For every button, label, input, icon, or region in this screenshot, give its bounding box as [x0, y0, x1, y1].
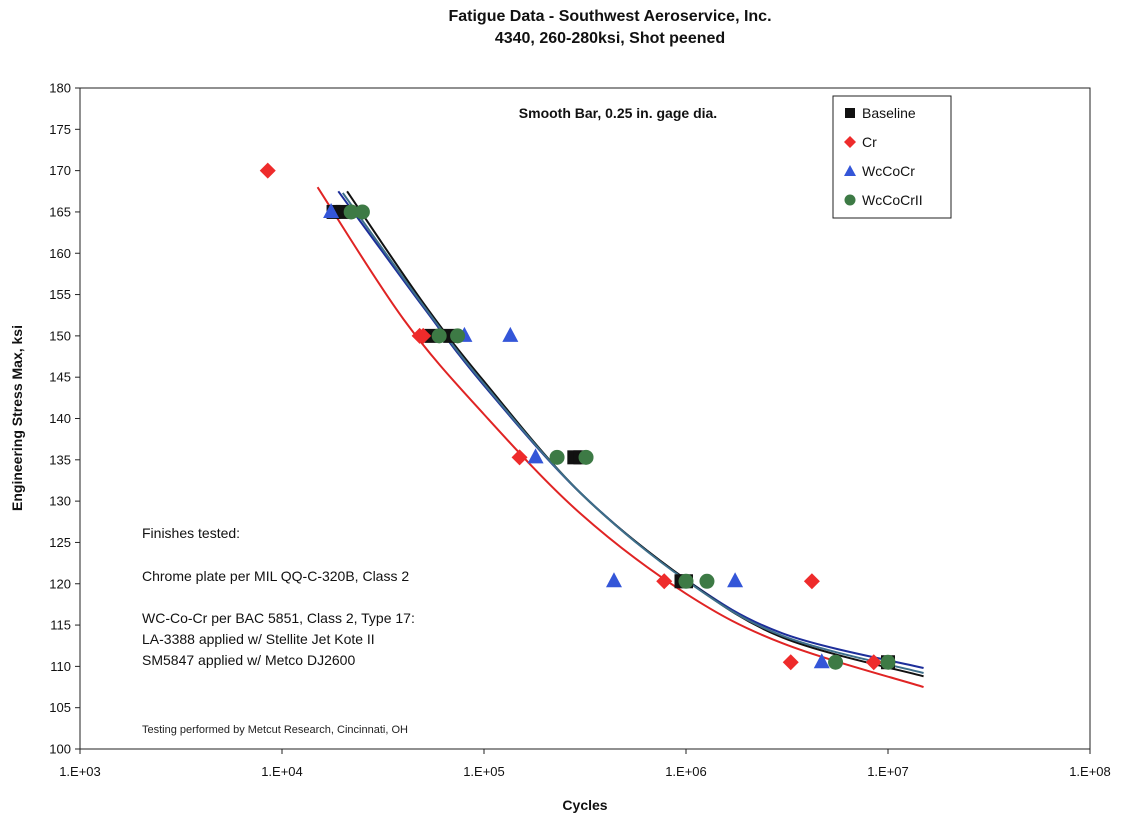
- data-point-wccocrii: [431, 328, 447, 344]
- trendline: [341, 192, 924, 674]
- legend-label: Baseline: [862, 105, 916, 121]
- data-point-cr: [865, 654, 882, 671]
- y-tick-label: 105: [49, 700, 71, 715]
- finish-line: WC-Co-Cr per BAC 5851, Class 2, Type 17:: [142, 610, 415, 626]
- data-point-wccocrii: [880, 654, 896, 670]
- x-tick-label: 1.E+06: [665, 764, 707, 779]
- legend-marker: [844, 165, 856, 176]
- legend-marker: [845, 108, 855, 118]
- x-tick-label: 1.E+05: [463, 764, 505, 779]
- data-points: [259, 162, 896, 671]
- y-tick-label: 175: [49, 122, 71, 137]
- legend-label: Cr: [862, 134, 877, 150]
- finish-line: Chrome plate per MIL QQ-C-320B, Class 2: [142, 568, 409, 584]
- y-axis-ticks: 100 105 110 115 120 125 130 135 140 145 150 155 160 1…: [49, 81, 80, 757]
- y-tick-label: 150: [49, 328, 71, 343]
- data-point-wccocr: [813, 653, 830, 669]
- data-point-wccocr: [527, 448, 544, 464]
- y-tick-label: 170: [49, 163, 71, 178]
- data-point-cr: [511, 449, 528, 466]
- finish-line: LA-3388 applied w/ Stellite Jet Kote II: [142, 631, 375, 647]
- y-tick-label: 155: [49, 287, 71, 302]
- data-point-wccocrii: [450, 328, 466, 344]
- y-tick-label: 180: [49, 81, 71, 96]
- data-point-cr: [803, 573, 820, 590]
- legend-label: WcCoCrII: [862, 192, 923, 208]
- data-point-cr: [415, 327, 432, 344]
- y-tick-label: 125: [49, 535, 71, 550]
- data-point-wccocrii: [828, 654, 844, 670]
- legend-marker: [844, 194, 856, 206]
- trendlines: [316, 186, 924, 688]
- data-point-wccocrii: [549, 449, 565, 465]
- data-point-wccocr: [323, 202, 340, 218]
- y-tick-label: 140: [49, 411, 71, 426]
- data-point-cr: [782, 654, 799, 671]
- x-tick-label: 1.E+07: [867, 764, 909, 779]
- data-point-wccocrii: [578, 449, 594, 465]
- x-tick-label: 1.E+04: [261, 764, 303, 779]
- data-point-wccocr: [502, 326, 519, 342]
- y-tick-label: 115: [50, 618, 71, 633]
- legend: Baseline Cr WcCoCr WcCoCrII: [832, 95, 952, 219]
- y-tick-label: 130: [49, 494, 71, 509]
- data-point-cr: [656, 573, 673, 590]
- y-tick-label: 165: [49, 204, 71, 219]
- data-point-wccocrii: [343, 204, 359, 220]
- y-tick-label: 135: [49, 452, 71, 467]
- x-axis-title: Cycles: [562, 797, 607, 813]
- y-axis-title: Engineering Stress Max, ksi: [9, 325, 25, 511]
- credit-note: Testing performed by Metcut Research, Ci…: [142, 724, 408, 736]
- y-tick-label: 100: [49, 742, 71, 757]
- data-point-wccocrii: [678, 573, 694, 589]
- y-tick-label: 110: [50, 659, 71, 674]
- finishes-heading: Finishes tested:: [142, 525, 240, 541]
- data-point-wccocrii: [354, 204, 370, 220]
- x-tick-label: 1.E+03: [59, 764, 101, 779]
- data-point-cr: [259, 162, 276, 179]
- data-point-wccocr: [727, 572, 744, 588]
- legend-label: WcCoCr: [862, 163, 915, 179]
- data-point-wccocr: [605, 572, 622, 588]
- chart-subtitle: 4340, 260-280ksi, Shot peened: [494, 30, 726, 47]
- y-tick-label: 160: [49, 246, 71, 261]
- x-axis-ticks: 1.E+03 1.E+04 1.E+05 1.E+06 1.E+07 1.E+08: [59, 749, 1111, 779]
- finish-line: SM5847 applied w/ Metco DJ2600: [142, 652, 355, 668]
- y-tick-label: 120: [49, 576, 71, 591]
- data-point-wccocrii: [699, 573, 715, 589]
- legend-marker: [844, 136, 856, 148]
- x-tick-label: 1.E+08: [1069, 764, 1111, 779]
- chart-title: Fatigue Data - Southwest Aeroservice, In…: [448, 8, 772, 25]
- y-tick-label: 145: [49, 370, 71, 385]
- specimen-note: Smooth Bar, 0.25 in. gage dia.: [519, 105, 717, 121]
- trendline: [316, 186, 924, 688]
